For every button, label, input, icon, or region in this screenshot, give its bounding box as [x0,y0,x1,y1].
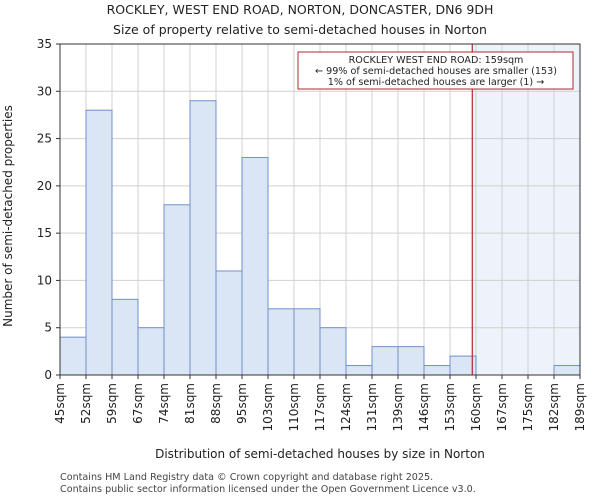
annotation-line-2: ← 99% of semi-detached houses are smalle… [315,66,557,77]
bar-117sqm [319,327,347,376]
bar-182sqm [553,365,581,376]
x-tick-label-52sqm: 52sqm [79,383,93,424]
bar-45sqm [59,336,87,376]
x-tick-labels: 45sqm 52sqm 59sqm 67sqm 74sqm 81sqm 88sqm 95sqm… [53,375,587,431]
y-tick-label-25: 25 [37,132,52,146]
larger-properties-highlight [472,44,580,375]
bar-88sqm [215,270,243,376]
bar-52sqm [85,109,113,376]
y-tick-label-5: 5 [44,321,52,335]
y-tick-label-30: 30 [37,84,52,98]
chart-subtitle: Size of property relative to semi-detach… [113,22,487,37]
x-tick-label-167sqm: 167sqm [495,383,509,431]
x-tick-label-67sqm: 67sqm [131,383,145,424]
footer-attribution-2: Contains public sector information licen… [60,484,476,495]
x-tick-label-153sqm: 153sqm [443,383,457,431]
annotation-box: ROCKLEY WEST END ROAD: 159sqm ← 99% of s… [297,51,574,90]
x-axis-label: Distribution of semi-detached houses by … [155,447,485,461]
x-tick-label-74sqm: 74sqm [157,383,171,424]
x-tick-label-146sqm: 146sqm [417,383,431,431]
bar-103sqm [267,308,295,376]
y-tick-label-15: 15 [37,226,52,240]
bar-131sqm [371,346,399,376]
x-tick-label-189sqm: 189sqm [573,383,587,431]
x-tick-label-131sqm: 131sqm [365,383,379,431]
y-tick-label-0: 0 [44,368,52,382]
x-tick-label-139sqm: 139sqm [391,383,405,431]
x-tick-label-81sqm: 81sqm [183,383,197,424]
y-tick-labels: 0 5 10 15 20 25 30 35 [37,37,60,382]
y-tick-label-35: 35 [37,37,52,51]
x-tick-label-110sqm: 110sqm [287,383,301,431]
y-axis-label: Number of semi-detached properties [1,105,15,327]
bar-110sqm [293,308,321,376]
bar-146sqm [423,365,451,376]
annotation-border [297,51,574,90]
x-tick-label-160sqm: 160sqm [469,383,483,431]
y-tick-label-20: 20 [37,179,52,193]
bar-74sqm [163,204,191,376]
bars [59,100,581,376]
x-tick-label-95sqm: 95sqm [235,383,249,424]
x-tick-label-175sqm: 175sqm [521,383,535,431]
bar-59sqm [111,298,139,376]
y-tick-label-10: 10 [37,273,52,287]
annotation-line-1: ROCKLEY WEST END ROAD: 159sqm [349,55,524,66]
x-tick-label-182sqm: 182sqm [547,383,561,431]
chart-title: ROCKLEY, WEST END ROAD, NORTON, DONCASTE… [107,2,494,17]
x-tick-label-124sqm: 124sqm [339,383,353,431]
footer-attribution-1: Contains HM Land Registry data © Crown c… [60,472,434,483]
x-tick-label-117sqm: 117sqm [313,383,327,431]
bar-139sqm [397,346,425,376]
annotation-line-3: 1% of semi-detached houses are larger (1… [328,77,545,88]
bar-95sqm [241,156,269,376]
x-tick-label-88sqm: 88sqm [209,383,223,424]
bar-81sqm [189,100,217,376]
x-tick-label-59sqm: 59sqm [105,383,119,424]
x-tick-label-45sqm: 45sqm [53,383,67,424]
x-tick-label-103sqm: 103sqm [261,383,275,431]
bar-124sqm [345,365,373,376]
bar-67sqm [137,327,165,376]
